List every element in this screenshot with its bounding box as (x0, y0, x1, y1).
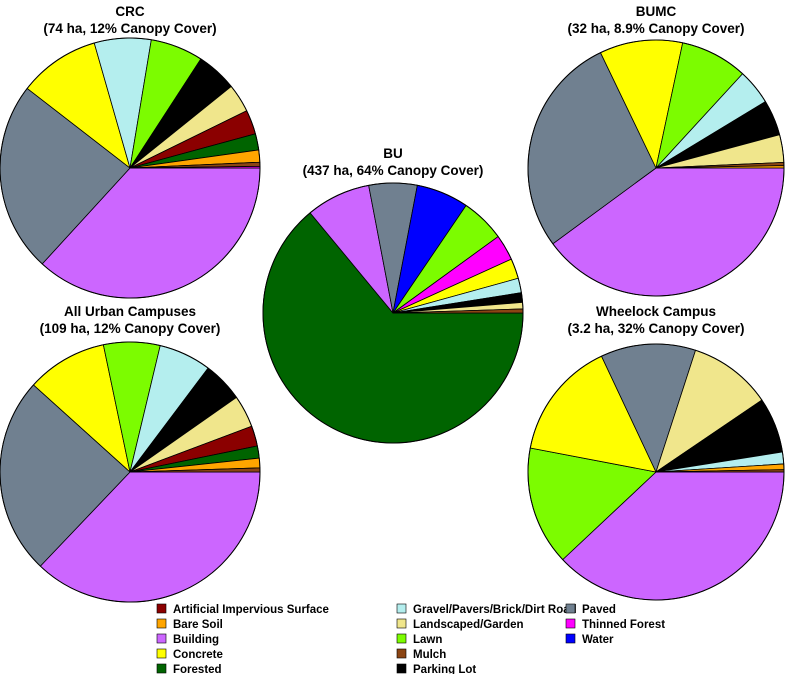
pie-title-crc: CRC (115, 4, 144, 19)
legend-swatch-artificial (156, 603, 167, 614)
legend-swatch-forested (156, 663, 167, 674)
pie-outline-wheelock (527, 343, 785, 601)
pie-all-urban (0, 341, 261, 603)
pie-bu (262, 182, 524, 444)
legend-label-forested: Forested (173, 664, 222, 674)
legend: Artificial Impervious Surface Bare Soil Bu… (156, 603, 665, 674)
legend-swatch-bare (156, 618, 167, 629)
legend-label-lawn: Lawn (413, 634, 442, 646)
legend-swatch-thinned (565, 618, 576, 629)
legend-swatch-concrete (156, 648, 167, 659)
legend-label-paved: Paved (582, 604, 616, 616)
pie-outline-all-urban (0, 341, 261, 603)
legend-label-water: Water (582, 634, 614, 646)
legend-swatch-mulch (396, 648, 407, 659)
pie-outline-crc (0, 37, 261, 299)
pie-subtitle-wheelock: (3.2 ha, 32% Canopy Cover) (567, 321, 744, 336)
pie-title-wheelock: Wheelock Campus (596, 304, 716, 319)
legend-swatch-parking (396, 663, 407, 674)
pie-title-all-urban: All Urban Campuses (64, 304, 196, 319)
legend-label-concrete: Concrete (173, 649, 223, 661)
pie-bumc (527, 39, 785, 297)
legend-swatch-gravel (396, 603, 407, 614)
legend-swatch-lawn (396, 633, 407, 644)
pie-subtitle-bumc: (32 ha, 8.9% Canopy Cover) (567, 21, 744, 36)
pie-wheelock (527, 343, 785, 601)
pie-title-bu: BU (383, 146, 403, 161)
pie-subtitle-bu: (437 ha, 64% Canopy Cover) (303, 163, 484, 178)
legend-label-bare: Bare Soil (173, 619, 223, 631)
legend-label-gravel: Gravel/Pavers/Brick/Dirt Road (413, 604, 577, 616)
legend-label-parking: Parking Lot (413, 664, 476, 674)
pie-subtitle-crc: (74 ha, 12% Canopy Cover) (43, 21, 216, 36)
legend-label-building: Building (173, 634, 219, 646)
pie-outline-bumc (527, 39, 785, 297)
legend-label-landscaped: Landscaped/Garden (413, 619, 524, 631)
pie-title-bumc: BUMC (636, 4, 677, 19)
legend-label-mulch: Mulch (413, 649, 446, 661)
legend-swatch-building (156, 633, 167, 644)
pie-crc (0, 37, 261, 299)
legend-swatch-landscaped (396, 618, 407, 629)
legend-label-artificial: Artificial Impervious Surface (173, 604, 329, 616)
legend-label-thinned: Thinned Forest (582, 619, 665, 631)
legend-swatch-paved (565, 603, 576, 614)
pie-subtitle-all-urban: (109 ha, 12% Canopy Cover) (40, 321, 221, 336)
pie-outline-bu (262, 182, 524, 444)
legend-swatch-water (565, 633, 576, 644)
